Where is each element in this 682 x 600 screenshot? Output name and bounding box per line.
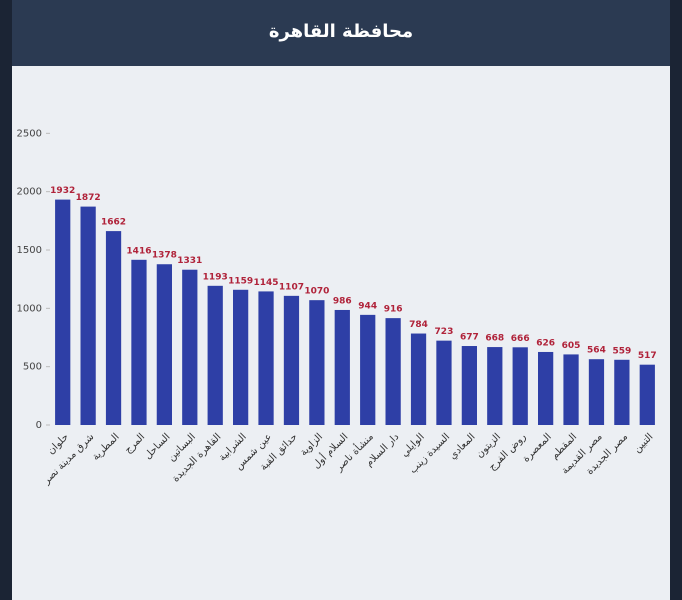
bar [207,285,223,425]
value-label: 1107 [279,282,304,292]
bar [182,269,198,425]
bar [512,347,528,425]
value-label: 666 [511,334,530,344]
value-label: 916 [384,305,403,315]
bar [639,364,655,425]
value-label: 1378 [152,251,177,261]
value-label: 1070 [304,287,329,297]
value-label: 986 [333,296,352,306]
bar [461,346,477,425]
bar [283,295,300,425]
value-label: 1331 [177,256,202,266]
bar [131,259,147,425]
value-label: 677 [460,333,479,343]
bar [385,318,401,425]
bar [563,354,579,425]
value-label: 1159 [228,276,253,286]
y-tick-label: 0 [36,420,42,431]
bar [233,289,249,425]
bar [410,333,427,425]
value-label: 1416 [126,246,151,256]
value-label: 1145 [254,278,279,288]
value-label: 559 [612,346,631,356]
bar [334,309,350,425]
value-label: 1193 [203,272,228,282]
bar [309,300,325,425]
bar [80,206,96,425]
value-label: 668 [485,334,504,344]
bar [614,359,630,425]
y-tick-label: 1000 [17,303,42,314]
bar [258,291,274,425]
value-label: 1662 [101,218,126,228]
y-tick-label: 2000 [17,187,42,198]
bar [360,314,376,425]
value-label: 1932 [50,186,75,196]
value-label: 1872 [76,193,101,203]
header [12,0,670,66]
chart-title: محافظة القاهرة [269,21,413,42]
y-tick-label: 1500 [17,245,42,256]
bar [487,347,503,425]
bar [436,340,452,425]
bar [538,351,554,425]
bar [156,264,172,425]
value-label: 784 [409,320,428,330]
value-label: 517 [638,351,657,361]
y-tick-label: 2500 [17,128,42,139]
bar [105,231,122,425]
bar [55,199,71,425]
value-label: 564 [587,346,606,356]
value-label: 944 [358,301,377,311]
value-label: 723 [435,327,454,337]
value-label: 605 [562,341,581,351]
bar [588,359,605,425]
value-label: 626 [536,338,555,348]
y-tick-label: 500 [23,362,42,373]
